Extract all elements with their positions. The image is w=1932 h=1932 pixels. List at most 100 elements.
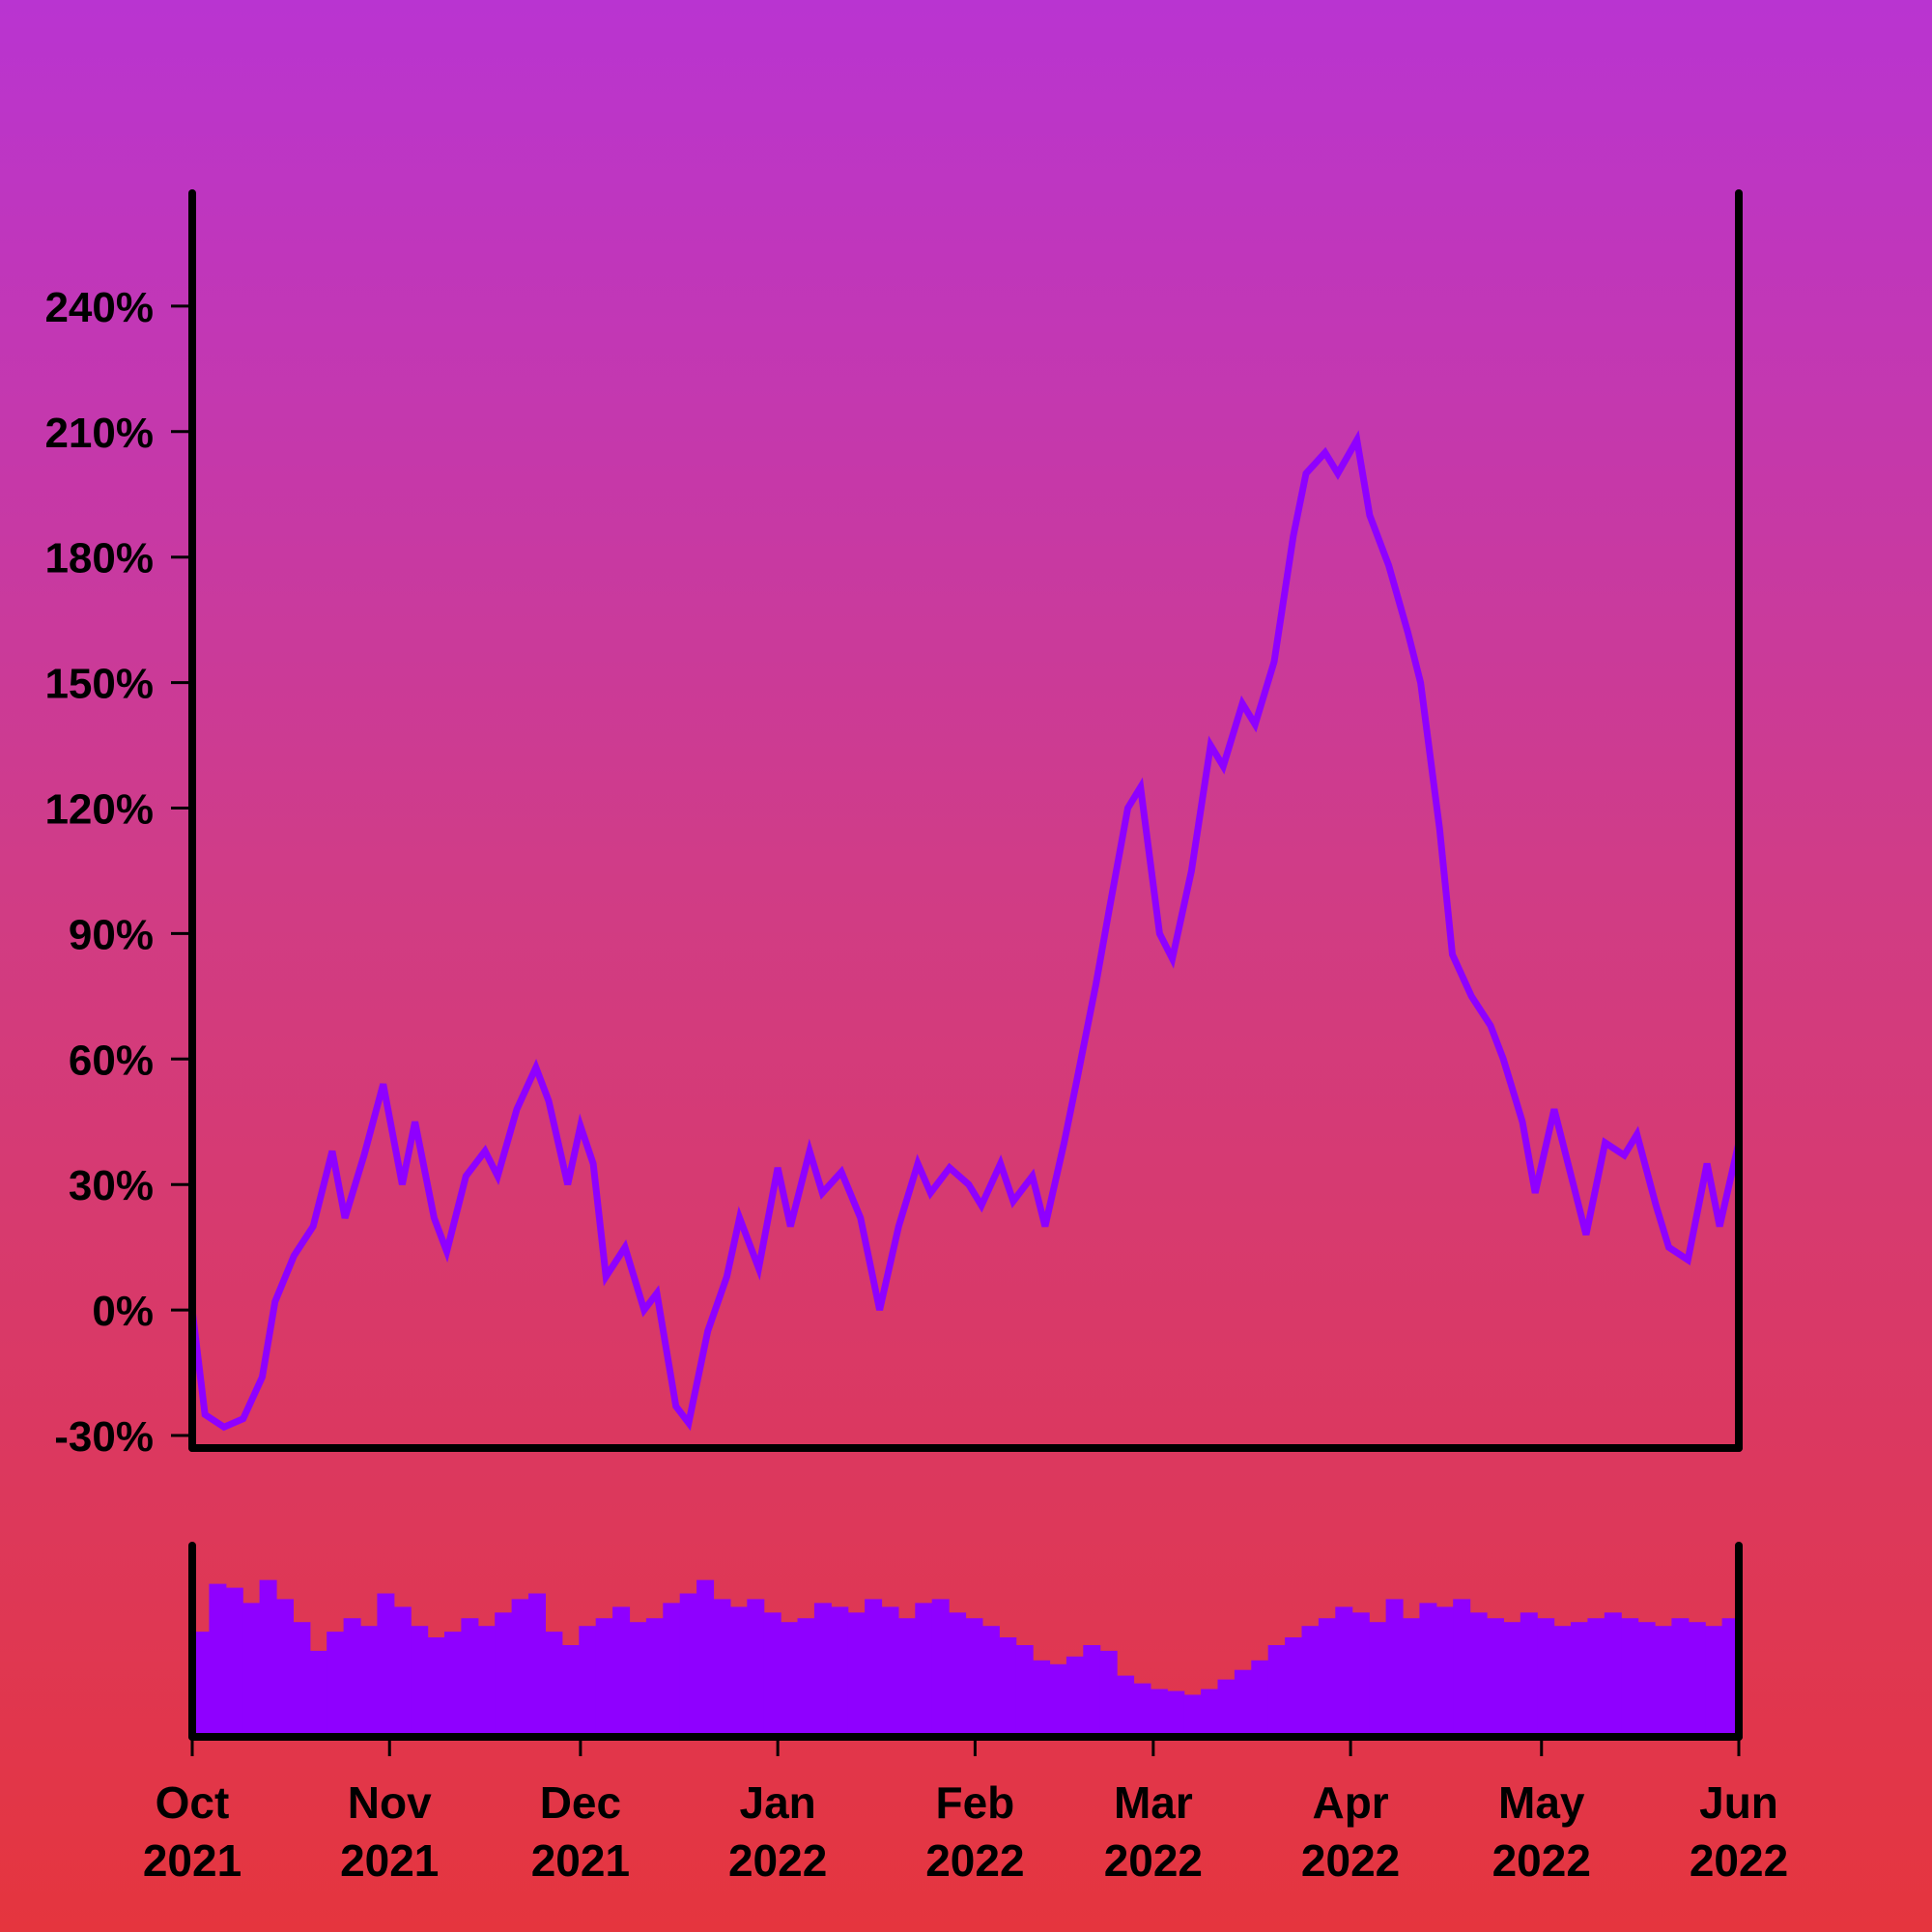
volume-bar: [965, 1618, 983, 1737]
volume-bar: [763, 1612, 781, 1737]
x-tick-month-label: Apr: [1312, 1777, 1388, 1828]
x-tick-year-label: 2022: [1492, 1835, 1591, 1886]
volume-bar: [225, 1587, 243, 1737]
volume-bar: [1385, 1599, 1404, 1737]
volume-bar: [1083, 1645, 1101, 1737]
volume-bar: [1688, 1622, 1706, 1737]
volume-bar: [309, 1650, 327, 1737]
x-tick-month-label: Jan: [740, 1777, 816, 1828]
x-tick-month-label: Mar: [1114, 1777, 1193, 1828]
volume-bar: [495, 1612, 513, 1737]
volume-bar: [545, 1632, 563, 1737]
volume-bar: [1403, 1618, 1420, 1737]
y-tick-label: 0%: [92, 1288, 154, 1335]
volume-bar: [1655, 1626, 1672, 1737]
volume-bar: [1469, 1612, 1488, 1737]
y-tick-label: 30%: [69, 1162, 154, 1209]
x-tick-year-label: 2022: [728, 1835, 827, 1886]
y-tick-label: 210%: [44, 410, 154, 457]
volume-bar: [1201, 1689, 1219, 1737]
y-tick-label: -30%: [54, 1413, 154, 1461]
volume-bar: [192, 1632, 210, 1737]
volume-bar: [511, 1599, 529, 1737]
x-tick-month-label: Nov: [348, 1777, 432, 1828]
volume-bar: [797, 1618, 815, 1737]
volume-bar: [1335, 1606, 1353, 1737]
volume-bar: [1251, 1660, 1269, 1737]
volume-bar: [1621, 1618, 1639, 1737]
x-tick-year-label: 2021: [340, 1835, 439, 1886]
volume-bar: [1419, 1603, 1437, 1737]
volume-bar: [1604, 1612, 1622, 1737]
volume-bar: [209, 1583, 227, 1737]
x-tick-year-label: 2021: [531, 1835, 630, 1886]
volume-bar: [1183, 1694, 1202, 1737]
volume-bar: [393, 1606, 412, 1737]
volume-bar: [1150, 1689, 1168, 1737]
volume-bar: [477, 1626, 496, 1737]
volume-bar: [949, 1612, 967, 1737]
volume-bar: [561, 1645, 580, 1737]
volume-bar: [931, 1599, 950, 1737]
volume-bar: [327, 1632, 345, 1737]
volume-bar: [276, 1599, 294, 1737]
volume-bar: [1453, 1599, 1471, 1737]
volume-bar: [645, 1618, 664, 1737]
volume-bar: [1503, 1622, 1521, 1737]
volume-bar: [1587, 1618, 1605, 1737]
volume-bar: [259, 1579, 277, 1737]
x-tick-month-label: Oct: [156, 1777, 230, 1828]
volume-bar: [1117, 1675, 1135, 1737]
x-tick-month-label: Feb: [935, 1777, 1014, 1828]
y-tick-label: 90%: [69, 911, 154, 958]
volume-bar: [377, 1593, 395, 1737]
volume-bar: [1285, 1637, 1303, 1737]
volume-bar: [679, 1593, 697, 1737]
volume-bar: [1033, 1660, 1051, 1737]
volume-bar: [1301, 1626, 1320, 1737]
volume-bar: [1217, 1679, 1236, 1737]
volume-bar: [999, 1637, 1017, 1737]
volume-bar: [1099, 1650, 1118, 1737]
volume-bar: [1369, 1622, 1387, 1737]
y-tick-label: 150%: [44, 661, 154, 708]
volume-bar: [360, 1626, 378, 1737]
volume-bar: [865, 1599, 883, 1737]
volume-bar: [696, 1579, 715, 1737]
volume-bar: [1318, 1618, 1336, 1737]
volume-bar: [411, 1626, 429, 1737]
y-tick-label: 240%: [44, 284, 154, 331]
y-tick-label: 120%: [44, 786, 154, 834]
volume-bar: [1435, 1606, 1454, 1737]
price-line: [188, 430, 1743, 1432]
volume-bar: [1520, 1612, 1538, 1737]
volume-bar: [1167, 1690, 1185, 1737]
volume-bar: [713, 1599, 731, 1737]
x-tick-month-label: May: [1498, 1777, 1585, 1828]
volume-bar: [343, 1618, 361, 1737]
volume-bar: [242, 1603, 261, 1737]
x-tick-month-label: Jun: [1699, 1777, 1778, 1828]
volume-bar: [1351, 1612, 1370, 1737]
volume-bar: [579, 1626, 597, 1737]
volume-bar: [1234, 1669, 1252, 1737]
x-tick-year-label: 2022: [1690, 1835, 1788, 1886]
volume-bar: [1705, 1626, 1723, 1737]
x-tick-year-label: 2022: [1301, 1835, 1400, 1886]
volume-bar: [747, 1599, 765, 1737]
x-tick-year-label: 2022: [925, 1835, 1024, 1886]
volume-bar: [1553, 1626, 1572, 1737]
volume-bar: [781, 1622, 799, 1737]
volume-bar: [1637, 1622, 1656, 1737]
volume-bar: [595, 1618, 613, 1737]
volume-bar: [663, 1603, 681, 1737]
volume-bar: [897, 1618, 916, 1737]
x-tick-year-label: 2021: [143, 1835, 242, 1886]
volume-bar: [528, 1593, 546, 1737]
volume-bar: [729, 1606, 748, 1737]
volume-bar: [881, 1606, 899, 1737]
volume-bar: [1065, 1656, 1084, 1737]
volume-bar: [1487, 1618, 1504, 1737]
volume-bar: [612, 1606, 631, 1737]
